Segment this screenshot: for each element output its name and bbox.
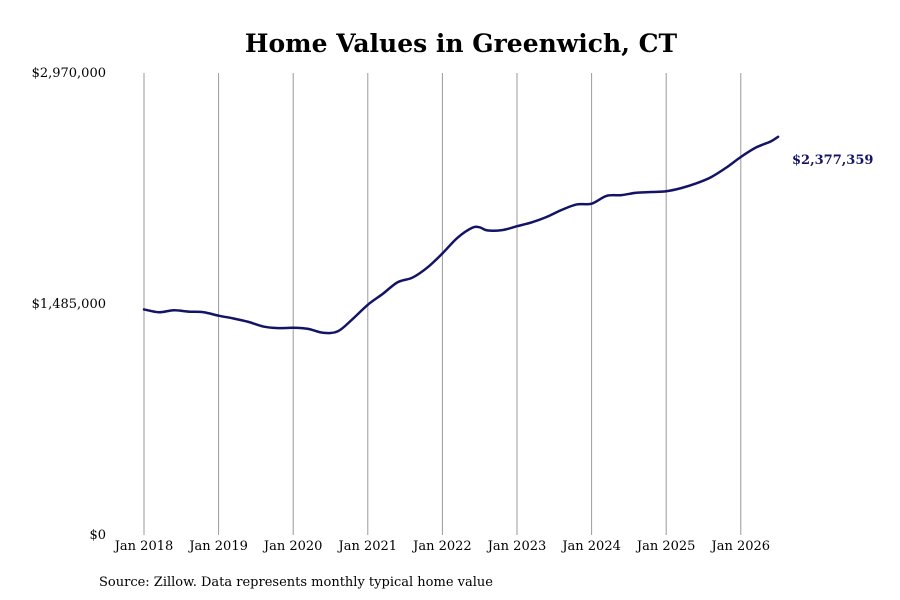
y-axis-ticks: $0 $1,485,000 $2,970,000 (32, 66, 106, 543)
series-layer (142, 135, 780, 335)
x-tick-label: Jan 2023 (486, 539, 547, 554)
x-tick-label: Jan 2024 (560, 539, 621, 554)
source-note: Source: Zillow. Data represents monthly … (99, 575, 493, 590)
x-tick-label: Jan 2026 (710, 539, 771, 554)
grid-layer (143, 73, 742, 535)
x-tick-label: Jan 2021 (337, 539, 398, 554)
x-tick-label: Jan 2018 (113, 539, 174, 554)
x-axis-ticks: Jan 2018 Jan 2019 Jan 2020 Jan 2021 Jan 2022… (113, 539, 770, 554)
chart-title: Home Values in Greenwich, CT (245, 29, 678, 58)
x-tick-label: Jan 2025 (635, 539, 696, 554)
x-tick-label: Jan 2020 (262, 539, 323, 554)
x-tick-label: Jan 2022 (411, 539, 472, 554)
end-value-label: $2,377,359 (792, 153, 873, 168)
x-tick-label: Jan 2019 (187, 539, 248, 554)
y-tick-label: $0 (89, 528, 106, 543)
series-line-0 (142, 135, 780, 335)
y-tick-label: $2,970,000 (32, 66, 106, 81)
y-tick-label: $1,485,000 (32, 297, 106, 312)
